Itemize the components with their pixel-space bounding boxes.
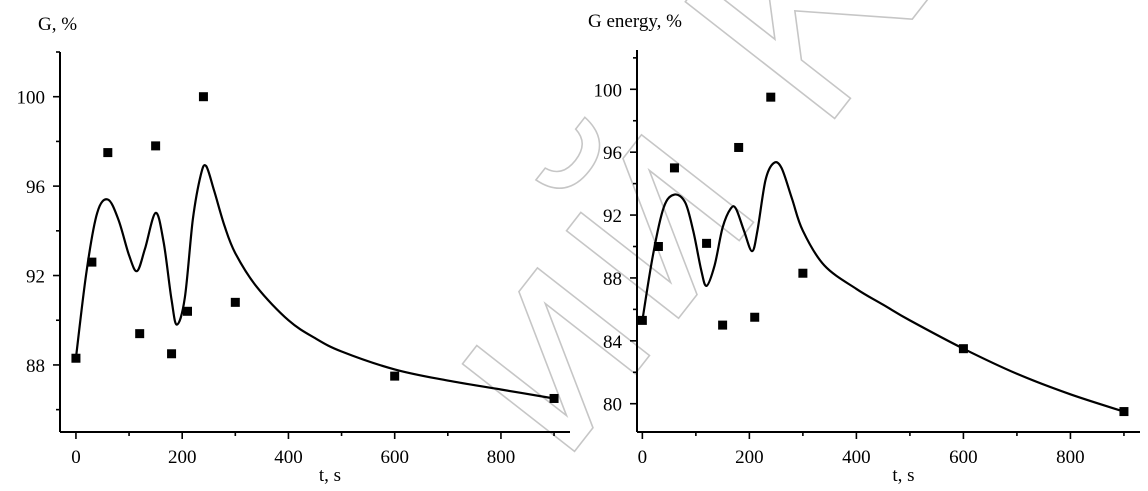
- data-point: [71, 353, 81, 363]
- x-tick-label: 800: [1056, 447, 1085, 468]
- data-point: [766, 92, 776, 102]
- y-axis-title: G energy, %: [588, 11, 682, 32]
- x-tick-label: 800: [487, 447, 516, 468]
- data-point: [167, 349, 177, 359]
- chart-panel-right: 80 84 88 92 96 100 0 200 400 600 800 G energy, % t, …: [588, 11, 1140, 486]
- y-tick-label: 80: [603, 395, 622, 416]
- fit-curve: [74, 163, 555, 400]
- watermark-text: ий КарГ: [371, 0, 1148, 491]
- x-tick-label: 600: [949, 447, 978, 468]
- y-tick-label: 96: [26, 177, 45, 198]
- x-tick-label: 0: [638, 447, 648, 468]
- data-point: [718, 320, 728, 330]
- data-point: [390, 371, 400, 381]
- y-tick-label: 84: [603, 332, 623, 353]
- y-tick-label: 96: [603, 143, 622, 164]
- x-tick-label: 200: [168, 447, 197, 468]
- y-tick-label: 100: [594, 80, 623, 101]
- data-point: [637, 315, 647, 325]
- data-point: [750, 312, 760, 322]
- chart-panel-left: 88 92 96 100 0 200 400 600 800 G, % t, s: [17, 14, 570, 486]
- x-axis-title: t, s: [319, 465, 341, 486]
- data-point: [798, 268, 808, 278]
- x-tick-label: 600: [380, 447, 409, 468]
- data-point: [135, 329, 145, 339]
- y-tick-label: 92: [603, 206, 622, 227]
- y-tick-label: 88: [603, 269, 622, 290]
- data-point: [734, 142, 744, 152]
- data-point: [230, 297, 240, 307]
- y-axis-title: G, %: [38, 14, 77, 35]
- x-tick-label: 0: [71, 447, 81, 468]
- x-tick-label: 400: [274, 447, 303, 468]
- x-axis-title: t, s: [892, 465, 914, 486]
- data-point: [702, 238, 712, 248]
- fit-curve: [641, 161, 1125, 413]
- y-tick-label: 100: [17, 88, 46, 109]
- data-point: [87, 257, 97, 267]
- data-point: [183, 306, 192, 316]
- y-tick-label: 92: [26, 267, 45, 288]
- data-point: [151, 141, 161, 151]
- y-tick-label: 88: [26, 356, 45, 377]
- data-point: [669, 163, 679, 173]
- x-tick-label: 200: [735, 447, 764, 468]
- data-point: [549, 393, 559, 403]
- data-point: [958, 344, 968, 354]
- data-point: [1119, 407, 1129, 417]
- data-point: [198, 92, 208, 102]
- x-tick-label: 400: [842, 447, 871, 468]
- data-point: [103, 148, 113, 158]
- data-point: [653, 242, 663, 252]
